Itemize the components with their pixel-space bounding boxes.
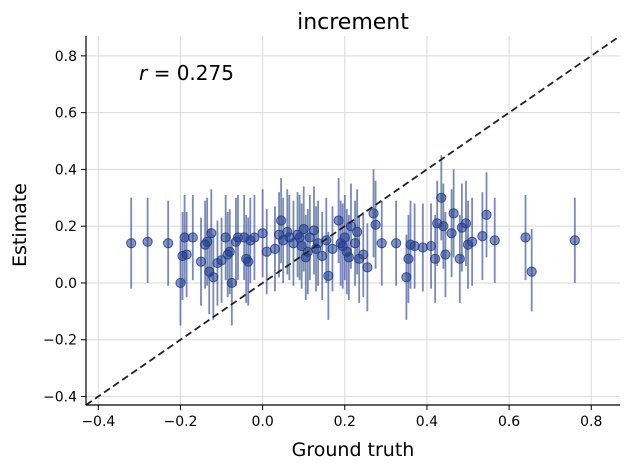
data-point <box>368 208 379 219</box>
data-point <box>376 238 387 249</box>
data-point <box>403 253 414 264</box>
x-tick-label: −0.4 <box>81 414 115 430</box>
x-tick-label: 0.8 <box>580 414 602 430</box>
data-point <box>477 231 488 242</box>
y-axis-title: Estimate <box>9 183 31 267</box>
data-point <box>520 232 531 243</box>
axes <box>85 36 620 406</box>
data-point <box>208 272 219 283</box>
x-tick-label: −0.2 <box>163 414 197 430</box>
data-point <box>226 277 237 289</box>
data-point <box>391 238 402 249</box>
data-point <box>276 215 287 226</box>
data-point <box>352 226 363 237</box>
data-point <box>349 238 361 249</box>
correlation-value: = 0.275 <box>147 61 234 85</box>
y-axis-ticks: −0.4 −0.2 0.0 0.2 0.4 0.6 0.8 <box>43 49 86 405</box>
y-tick-label: 0.6 <box>55 106 77 122</box>
y-tick-label: −0.2 <box>43 333 77 349</box>
data-point <box>224 246 235 257</box>
data-point <box>430 253 441 264</box>
data-point <box>467 236 478 247</box>
data-point <box>446 228 457 239</box>
data-point <box>126 238 137 249</box>
data-point <box>358 249 369 260</box>
data-point <box>181 249 192 260</box>
data-point <box>175 277 186 289</box>
data-point <box>308 225 320 236</box>
data-point <box>202 236 213 247</box>
data-point <box>362 262 373 273</box>
data-point <box>327 243 338 254</box>
data-point <box>243 256 254 267</box>
data-point <box>163 238 174 249</box>
data-point <box>489 235 500 246</box>
data-point <box>142 236 153 247</box>
x-tick-label: 0.6 <box>498 414 520 430</box>
data-point <box>481 209 492 220</box>
data-point <box>425 240 437 252</box>
data-point <box>321 235 332 246</box>
x-axis-title: Ground truth <box>292 439 415 461</box>
data-point <box>460 218 472 229</box>
data-point <box>298 223 309 235</box>
data-point <box>216 255 227 266</box>
x-tick-label: 0.0 <box>251 414 273 430</box>
data-point <box>440 249 451 260</box>
y-tick-label: −0.4 <box>43 389 77 405</box>
x-axis-ticks: −0.4 −0.2 0.0 0.2 0.4 0.6 0.8 <box>81 405 602 430</box>
x-tick-label: 0.2 <box>334 414 356 430</box>
identity-reference-line <box>85 35 621 406</box>
data-point <box>370 219 381 230</box>
grid-lines <box>86 36 620 405</box>
y-tick-label: 0.2 <box>55 219 77 235</box>
data-point <box>269 243 281 254</box>
data-point <box>323 270 334 281</box>
data-point <box>294 232 305 243</box>
data-point <box>436 192 447 203</box>
data-point <box>401 272 412 283</box>
data-point <box>296 240 307 252</box>
data-point <box>343 252 354 263</box>
data-point <box>220 232 231 243</box>
data-point <box>195 256 207 267</box>
data-point <box>448 208 459 219</box>
data-point <box>187 232 198 243</box>
chart-title: increment <box>297 10 409 35</box>
data-points <box>126 192 580 289</box>
data-point <box>526 266 537 277</box>
data-point <box>569 235 580 246</box>
data-point <box>339 232 350 243</box>
data-point <box>454 253 465 264</box>
data-point <box>257 228 268 239</box>
y-tick-label: 0.8 <box>55 49 77 65</box>
y-tick-label: 0.0 <box>55 276 77 292</box>
data-point <box>438 221 449 232</box>
data-point <box>417 242 428 253</box>
data-point <box>317 250 328 262</box>
data-point <box>409 240 420 252</box>
y-tick-label: 0.4 <box>55 162 77 178</box>
x-tick-label: 0.4 <box>416 414 438 430</box>
data-point <box>333 215 344 226</box>
correlation-symbol: r <box>139 61 149 85</box>
data-point <box>206 228 217 239</box>
data-point <box>249 232 260 243</box>
correlation-annotation: r = 0.275 <box>139 61 234 85</box>
